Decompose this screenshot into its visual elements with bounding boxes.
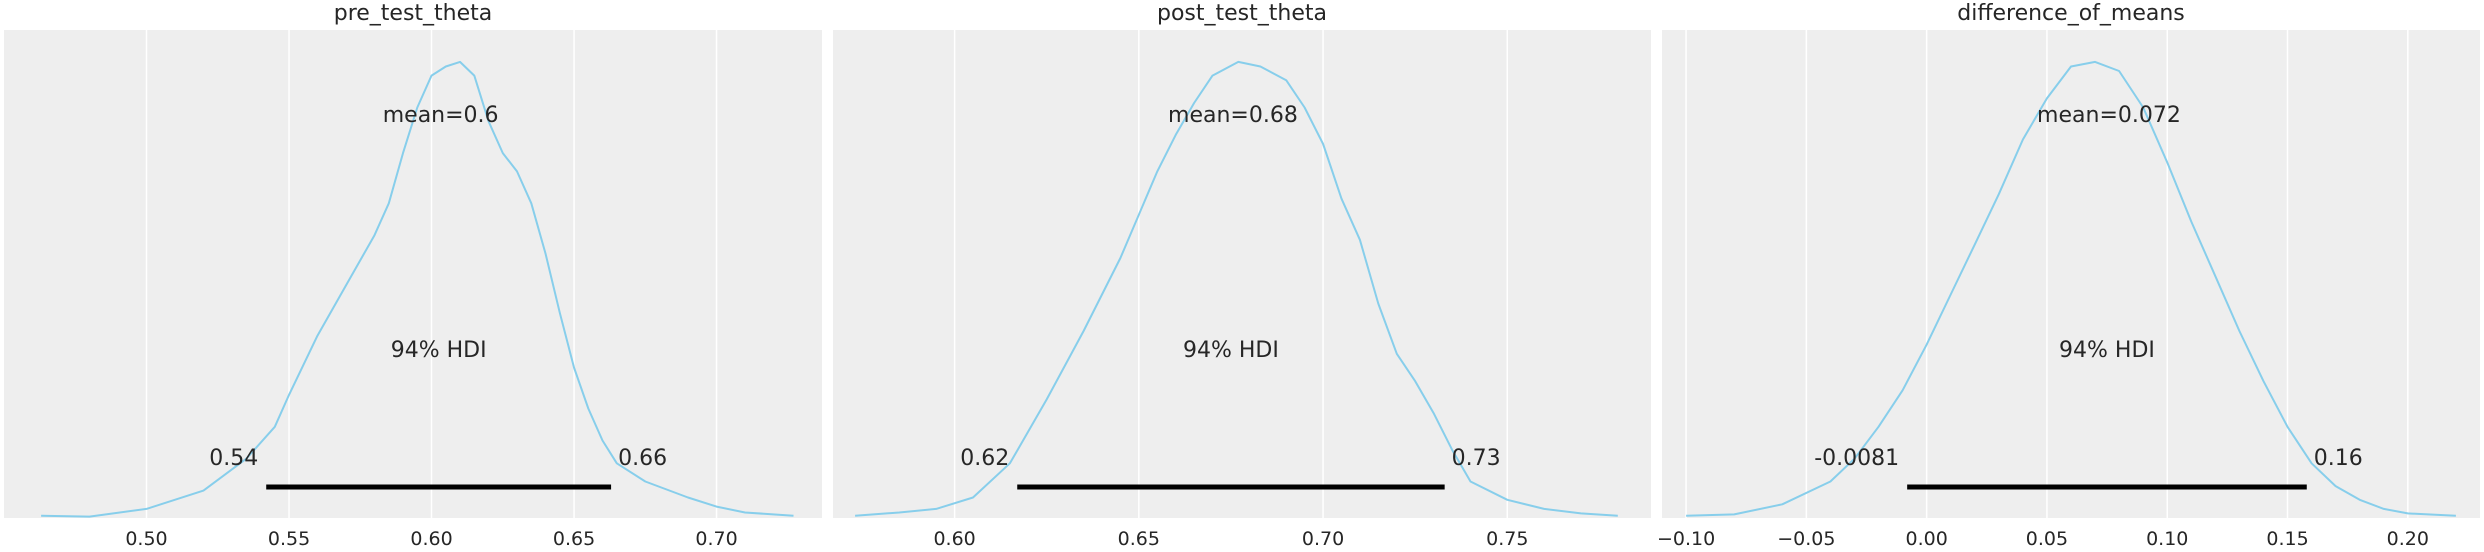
x-tick-label: 0.05	[2026, 528, 2068, 550]
x-tick-label: 0.50	[125, 528, 167, 550]
hdi-high-label: 0.66	[618, 446, 667, 471]
plot-background	[833, 30, 1651, 518]
x-tick-label: 0.65	[1118, 528, 1160, 550]
panel-difference-of-means: difference_of_means −0.10 −0.05 0.00 0.05 0.1…	[1657, 1, 2480, 550]
panel-post-test-theta: post_test_theta 0.60 0.65 0.70 0.75 0.62 0.73 9…	[833, 1, 1651, 550]
x-tick-label: 0.10	[2146, 528, 2188, 550]
x-tick-label: 0.55	[268, 528, 310, 550]
density-curve	[41, 60, 794, 518]
x-tick-label: 0.70	[1302, 528, 1344, 550]
mean-label: mean=0.072	[2037, 103, 2181, 128]
panel-title: post_test_theta	[1157, 1, 1327, 26]
hdi-low-label: 0.62	[960, 446, 1009, 471]
x-tick-label: 0.15	[2266, 528, 2308, 550]
x-tick-label: 0.60	[933, 528, 975, 550]
x-tick-label: −0.05	[1777, 528, 1835, 550]
mean-label: mean=0.68	[1168, 103, 1298, 128]
density-curve	[855, 60, 1618, 517]
hdi-high-label: 0.16	[2314, 446, 2363, 471]
x-tick-label: 0.75	[1486, 528, 1528, 550]
hdi-low-label: 0.54	[209, 446, 258, 471]
x-tick-label: 0.60	[410, 528, 452, 550]
hdi-caption: 94% HDI	[2059, 338, 2155, 363]
panel-title: difference_of_means	[1957, 1, 2185, 26]
panel-pre-test-theta: pre_test_theta 0.50 0.55 0.60 0.65 0.70 0.54 0.…	[4, 1, 822, 550]
plot-background	[4, 30, 822, 518]
mean-label: mean=0.6	[383, 103, 499, 128]
x-tick-label: 0.00	[1905, 528, 1947, 550]
x-tick-label: 0.65	[553, 528, 595, 550]
plot-background	[1662, 30, 2480, 518]
x-tick-label: 0.70	[695, 528, 737, 550]
density-curve	[1686, 60, 2456, 517]
hdi-caption: 94% HDI	[391, 338, 487, 363]
x-tick-label: 0.20	[2387, 528, 2429, 550]
hdi-low-label: -0.0081	[1814, 446, 1899, 471]
x-tick-label: −0.10	[1657, 528, 1715, 550]
hdi-caption: 94% HDI	[1183, 338, 1279, 363]
panel-title: pre_test_theta	[334, 1, 493, 26]
hdi-high-label: 0.73	[1452, 446, 1501, 471]
